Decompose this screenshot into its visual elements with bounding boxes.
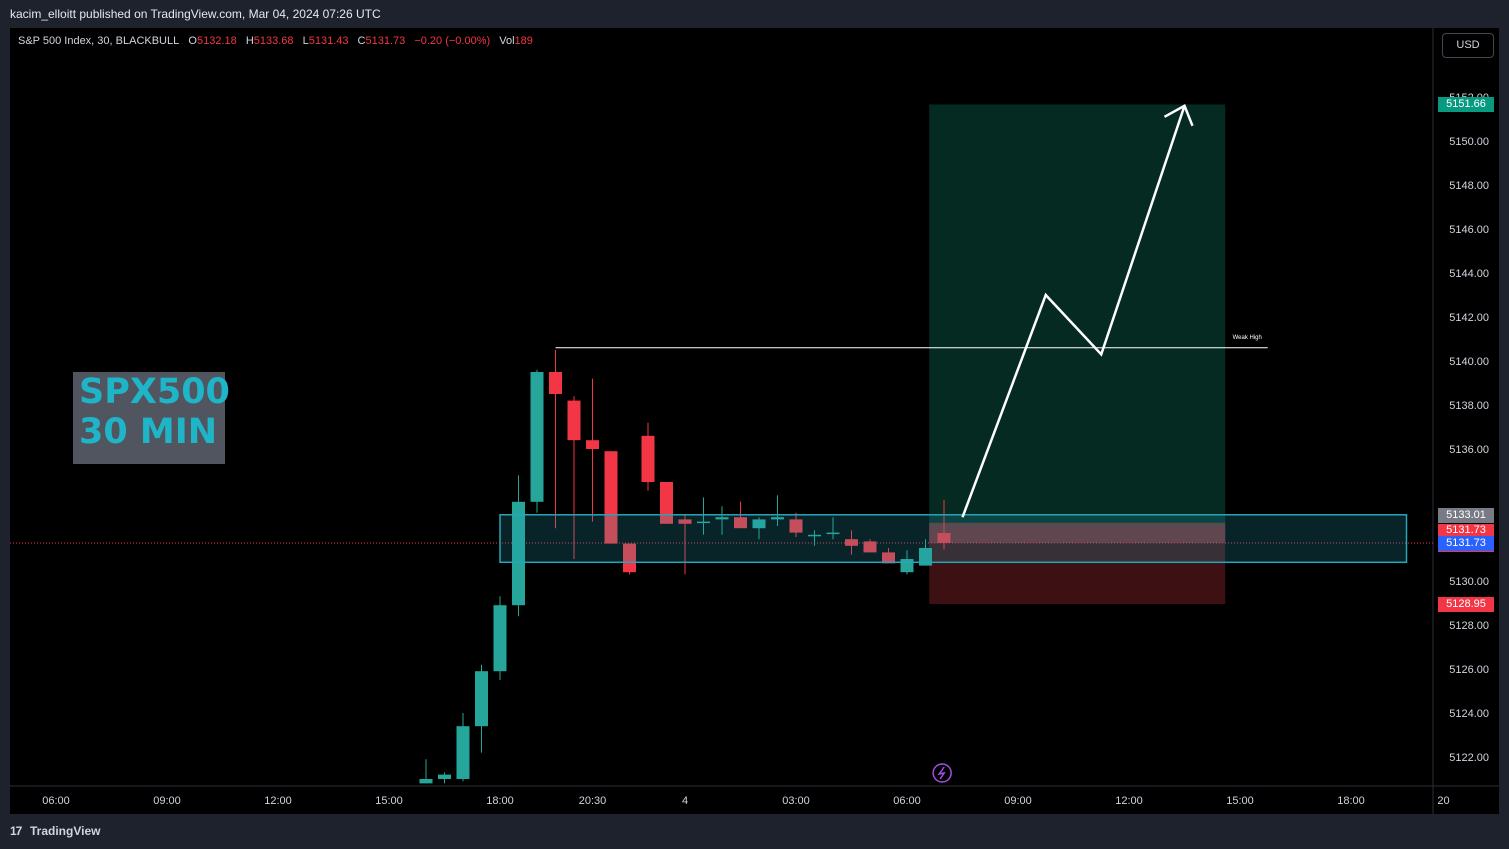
close-label: C [357, 35, 366, 47]
candle-body [771, 517, 784, 520]
open-label: O [188, 35, 197, 47]
y-tick-label: 5146.00 [1449, 224, 1489, 236]
symbol-legend: S&P 500 Index, 30, BLACKBULL O5132.18 H5… [18, 35, 539, 47]
brand[interactable]: 17 TradingView [10, 824, 100, 838]
candle-body [475, 671, 488, 727]
high-label: H [245, 35, 254, 47]
candle-body [641, 435, 655, 482]
low-value: 5131.43 [308, 35, 349, 47]
x-tick-label: 20:30 [579, 795, 607, 807]
y-tick-label: 5142.00 [1449, 312, 1489, 324]
candle-body [937, 533, 951, 543]
candle-body [678, 519, 692, 524]
y-tick-label: 5148.00 [1449, 180, 1489, 192]
y-tick-label: 5140.00 [1449, 356, 1489, 368]
demand-zone [499, 514, 1408, 564]
symbol-name[interactable]: S&P 500 Index, 30, BLACKBULL [18, 35, 180, 47]
candle-body [863, 541, 877, 553]
candle-body [512, 501, 525, 606]
current-price-value: 5131.73 [1446, 523, 1486, 536]
lightning-icon [932, 763, 952, 783]
projection-path [961, 105, 1186, 518]
y-tick-label: 5122.00 [1449, 752, 1489, 764]
y-tick-label: 5128.00 [1449, 620, 1489, 632]
candle-body [530, 372, 544, 502]
y-tick-label: 5136.00 [1449, 444, 1489, 456]
candle-body [623, 543, 636, 573]
y-tick-label: 5130.00 [1449, 576, 1489, 588]
y-tick-label: 5138.00 [1449, 400, 1489, 412]
projection-arrowhead [1163, 104, 1194, 127]
x-tick-label: 12:00 [264, 795, 292, 807]
x-tick-label: 18:00 [486, 795, 514, 807]
y-tick-label: 5124.00 [1449, 708, 1489, 720]
x-tick-label: 09:00 [1004, 795, 1032, 807]
low-label: L [302, 35, 309, 47]
overlay-label-symbol: SPX500 [79, 372, 230, 412]
candle-body [808, 534, 821, 537]
candle-body [734, 517, 747, 529]
x-tick-label: 03:00 [782, 795, 810, 807]
candle-body [660, 482, 673, 524]
candle-body [549, 372, 562, 394]
entry-zone [929, 522, 1226, 543]
y-tick-label: 5144.00 [1449, 268, 1489, 280]
candle-body [845, 539, 858, 546]
zone-top-price-tag: 5133.01 [1438, 507, 1494, 523]
last-price-tag: 5131.73 [1438, 535, 1494, 551]
high-value: 5133.68 [253, 35, 294, 47]
candle-body [919, 548, 932, 566]
candle-body [882, 552, 895, 564]
candle-body [456, 726, 470, 779]
x-tick-label: 06:00 [42, 795, 70, 807]
x-tick-label: 06:00 [893, 795, 921, 807]
x-tick-label: 15:00 [375, 795, 403, 807]
overlay-label-box[interactable]: SPX500 30 MIN [73, 372, 230, 464]
candlestick-chart[interactable]: Weak High 5122.00 5124.00 5126.00 5128.00 513… [10, 28, 1499, 814]
volume-label: Vol [499, 35, 515, 47]
lightning-icon-glyph [937, 766, 946, 780]
candle-body [419, 779, 433, 784]
chart-pane[interactable]: Weak High 5122.00 5124.00 5126.00 5128.00 513… [10, 28, 1499, 814]
target-zone [929, 104, 1226, 543]
volume-value: 189 [514, 35, 533, 47]
close-value: 5131.73 [365, 35, 406, 47]
brand-name: TradingView [30, 824, 101, 838]
candle-body [715, 517, 729, 520]
weak-high-label: Weak High [1233, 335, 1262, 341]
candle-body [493, 605, 507, 672]
candle-body [586, 440, 599, 449]
candle-body [752, 519, 766, 529]
publish-info: kacim_elloitt published on TradingView.c… [10, 7, 381, 21]
candle-body [789, 519, 803, 533]
candle-body [567, 400, 581, 441]
x-tick-label: 15:00 [1226, 795, 1254, 807]
overlay-label-timeframe: 30 MIN [79, 412, 218, 452]
x-tick-label: 09:00 [153, 795, 181, 807]
currency-button[interactable]: USD [1442, 33, 1494, 58]
x-tick-label: 4 [682, 795, 688, 807]
footer-bar: 17 TradingView [0, 814, 1509, 849]
open-value: 5132.18 [196, 35, 237, 47]
candle-body [438, 774, 451, 779]
x-tick-label: 12:00 [1115, 795, 1143, 807]
candle-body [604, 451, 618, 544]
target-price-tag: 5151.66 [1438, 97, 1494, 113]
x-tick-label: 20 [1437, 795, 1449, 807]
tradingview-logo-icon: 17 [10, 824, 22, 838]
y-tick-label: 5150.00 [1449, 136, 1489, 148]
y-tick-label: 5126.00 [1449, 664, 1489, 676]
change-value: −0.20 (−0.00%) [414, 35, 491, 47]
stop-price-tag: 5128.95 [1438, 597, 1494, 613]
top-bar: kacim_elloitt published on TradingView.c… [0, 0, 1509, 28]
candle-body [697, 521, 710, 524]
candle-body [826, 532, 840, 535]
x-tick-label: 18:00 [1337, 795, 1365, 807]
